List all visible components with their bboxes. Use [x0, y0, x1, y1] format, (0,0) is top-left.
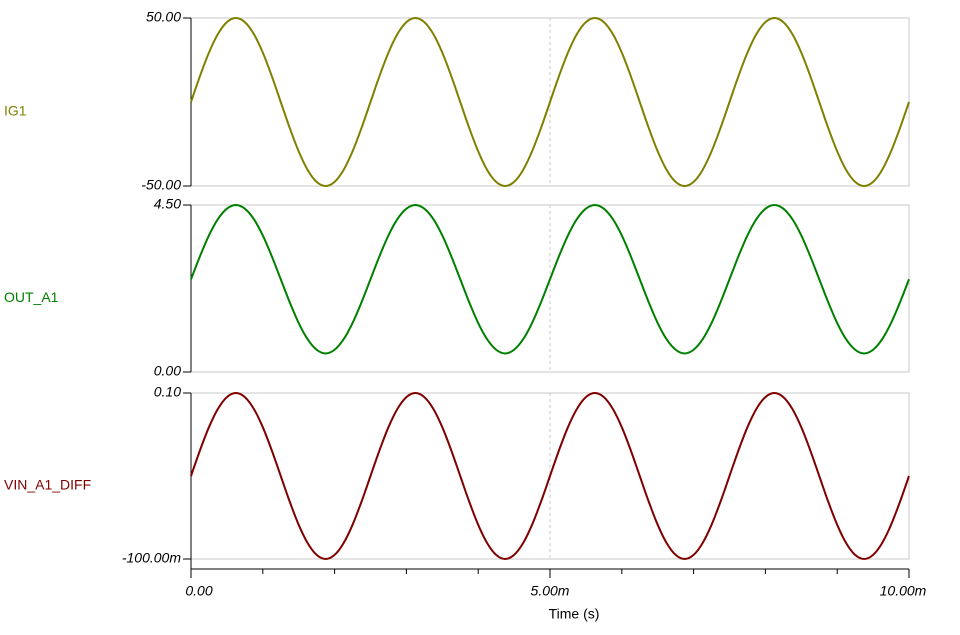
y-tick-label: 0.00 [154, 363, 181, 379]
y-tick-label: -50.00 [141, 177, 181, 193]
series-label: IG1 [4, 103, 27, 119]
x-axis-label: Time (s) [549, 606, 600, 622]
y-tick-label: 4.50 [154, 196, 181, 212]
y-tick-label: -100.00m [122, 550, 181, 566]
y-tick-label: 50.00 [146, 9, 181, 25]
x-tick-label: 10.00m [880, 583, 927, 599]
series-line [190, 16, 910, 188]
series-label: OUT_A1 [4, 289, 59, 305]
series-line [190, 391, 910, 561]
series-label: VIN_A1_DIFF [4, 477, 91, 493]
x-tick-label: 0.00 [185, 583, 212, 599]
y-tick-label: 0.10 [154, 384, 181, 400]
series-line [190, 203, 910, 355]
x-tick-label: 5.00m [531, 583, 570, 599]
